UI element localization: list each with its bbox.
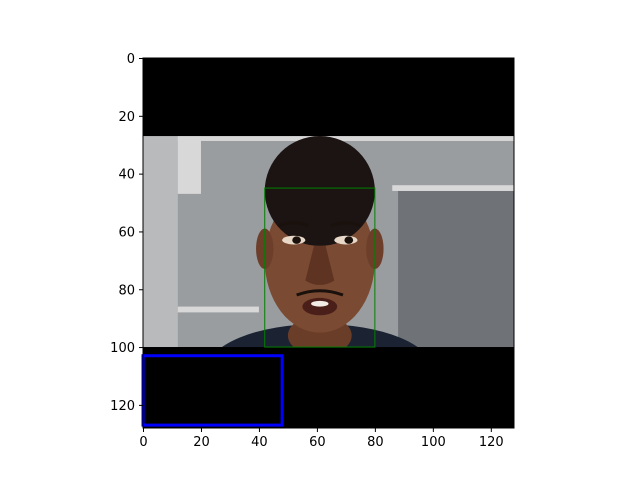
x-tick-label: 60 — [309, 435, 326, 450]
backdrop-frame-bottom-left — [177, 306, 259, 313]
x-tick-label: 80 — [367, 435, 384, 450]
backdrop-frame-right — [392, 185, 514, 191]
face-box — [264, 187, 376, 348]
plot-area — [141, 57, 515, 429]
y-tick-label: 80 — [118, 283, 135, 298]
pupil-left — [292, 236, 301, 244]
x-tick-label: 120 — [479, 435, 504, 450]
hair — [264, 136, 375, 246]
x-tick-label: 40 — [251, 435, 268, 450]
top-black-band — [143, 58, 514, 137]
y-tick-label: 120 — [110, 399, 135, 414]
backdrop-frame-left — [177, 136, 201, 194]
x-axis: 0 20 40 60 80 100 120 — [139, 428, 504, 450]
y-tick-label: 100 — [110, 341, 135, 356]
x-tick-label: 0 — [139, 435, 147, 450]
pupil-right — [344, 236, 354, 244]
y-axis: 0 20 40 60 80 100 120 — [110, 52, 143, 414]
eyebrow-left — [278, 221, 309, 228]
bottom-black-band — [143, 347, 514, 428]
photo — [143, 136, 514, 417]
y-tick-label: 60 — [118, 225, 135, 240]
y-tick-label: 20 — [118, 110, 135, 125]
nose — [305, 245, 335, 285]
x-tick-label: 20 — [193, 435, 210, 450]
y-tick-label: 0 — [127, 52, 135, 67]
backdrop-left-panel — [143, 136, 178, 348]
y-tick-label: 40 — [118, 168, 135, 183]
teeth — [311, 300, 329, 307]
backdrop-frame-top — [177, 136, 514, 141]
backdrop-right-panel — [398, 190, 514, 348]
x-tick-label: 100 — [421, 435, 446, 450]
mustache — [296, 289, 344, 297]
eyebrow-right — [330, 221, 361, 228]
axes-frame — [142, 57, 515, 429]
